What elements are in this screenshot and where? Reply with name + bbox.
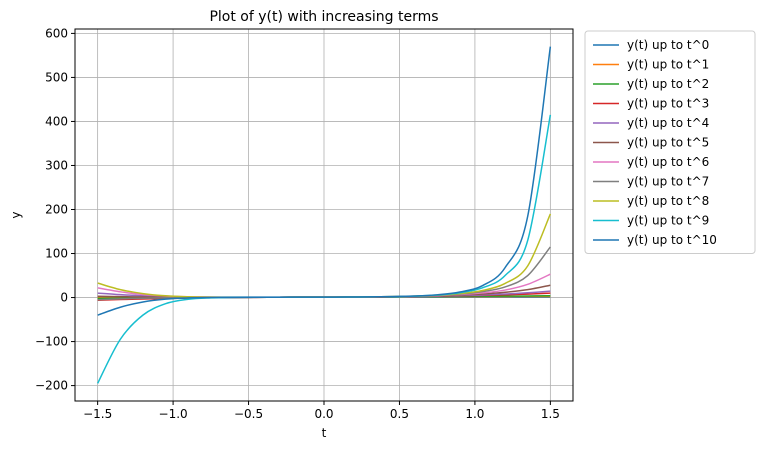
- y-tick-label: 600: [45, 26, 68, 40]
- y-tick-label: 500: [45, 70, 68, 84]
- x-tick-label: −0.5: [234, 407, 263, 421]
- y-axis-label: y: [9, 211, 23, 218]
- x-tick-label: −1.5: [83, 407, 112, 421]
- legend-entry: y(t) up to t^4: [627, 116, 709, 130]
- x-tick-label: 1.0: [465, 407, 484, 421]
- x-tick-label: 0.5: [390, 407, 409, 421]
- y-tick-label: −100: [35, 335, 68, 349]
- legend-entry: y(t) up to t^3: [627, 97, 709, 111]
- legend-entry: y(t) up to t^0: [627, 38, 709, 52]
- x-tick-label: −1.0: [159, 407, 188, 421]
- x-axis-label: t: [322, 426, 327, 440]
- legend-entry: y(t) up to t^8: [627, 194, 709, 208]
- legend-entry: y(t) up to t^2: [627, 77, 709, 91]
- legend: y(t) up to t^0 y(t) up to t^1 y(t) up to t…: [584, 30, 756, 254]
- y-tick-label: 0: [60, 291, 68, 305]
- x-tick-label: 0.0: [314, 407, 333, 421]
- legend-entry: y(t) up to t^6: [627, 155, 709, 169]
- legend-entry: y(t) up to t^5: [627, 136, 709, 150]
- chart-title: Plot of y(t) with increasing terms: [209, 9, 438, 25]
- y-tick-label: 400: [45, 114, 68, 128]
- legend-entry: y(t) up to t^1: [627, 58, 709, 72]
- y-tick-label: 300: [45, 158, 68, 172]
- y-tick-label: −200: [35, 379, 68, 393]
- y-tick-label: 100: [45, 247, 68, 261]
- legend-entry: y(t) up to t^10: [627, 233, 717, 247]
- series-layer: [96, 46, 552, 384]
- series-line-10: [97, 46, 552, 316]
- legend-entry: y(t) up to t^7: [627, 175, 709, 189]
- y-tick-label: 200: [45, 202, 68, 216]
- ticks: −1.5 −1.0 −0.5 0.0 0.5 1.0 1.5 −200 −100 0 100 200 3…: [35, 26, 560, 421]
- legend-entry: y(t) up to t^9: [627, 214, 709, 228]
- x-tick-label: 1.5: [541, 407, 560, 421]
- legend-box: [584, 30, 756, 254]
